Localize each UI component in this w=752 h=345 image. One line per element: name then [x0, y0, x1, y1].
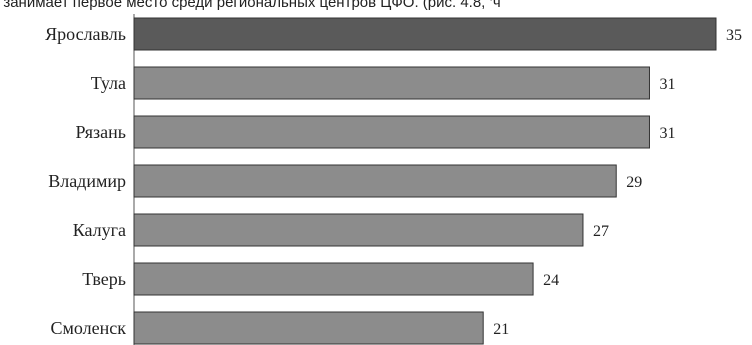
value-label: 24: [543, 272, 559, 289]
category-label: Калуга: [73, 220, 126, 240]
category-label: Рязань: [75, 122, 126, 142]
category-label: Владимир: [48, 171, 126, 191]
value-label: 21: [493, 321, 509, 338]
bar-1: [133, 66, 650, 100]
bar-2: [133, 115, 650, 149]
value-label: 31: [659, 76, 675, 93]
value-label: 31: [659, 125, 675, 142]
bar-0: [133, 17, 717, 51]
category-label: Тула: [91, 73, 126, 93]
bar-3: [133, 164, 617, 198]
value-label: 27: [593, 223, 609, 240]
value-label: 29: [626, 174, 642, 191]
category-label: Тверь: [82, 269, 126, 289]
value-label: 35: [726, 27, 742, 44]
bar-6: [133, 311, 484, 345]
category-label: Ярославль: [45, 24, 126, 44]
bar-5: [133, 262, 534, 296]
bar-4: [133, 213, 584, 247]
page-header-text: Т занимает первое место среди региональн…: [0, 0, 501, 11]
category-label: Смоленск: [51, 318, 127, 338]
